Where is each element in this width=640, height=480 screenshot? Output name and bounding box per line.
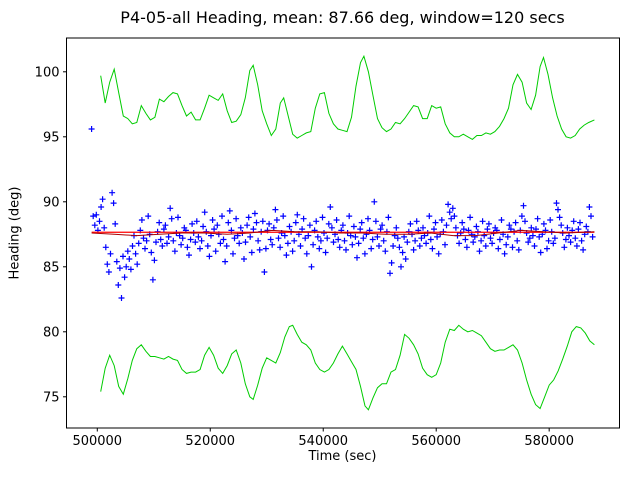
x-tick-label: 500000 xyxy=(72,434,122,449)
x-axis-label: Time (sec) xyxy=(308,449,377,464)
upper-envelope-line xyxy=(100,54,595,141)
y-tick-label: 75 xyxy=(43,390,60,405)
x-tick-label: 580000 xyxy=(524,434,574,449)
axes-group: 500000 520000 540000 560000 580000 75 80 85 90 95… xyxy=(35,37,620,449)
plot-border xyxy=(66,37,620,429)
series-group xyxy=(88,54,596,411)
x-tick-label: 520000 xyxy=(185,434,235,449)
y-tick-label: 95 xyxy=(43,130,60,145)
lower-envelope-line xyxy=(100,324,595,411)
x-tick-label: 560000 xyxy=(411,434,461,449)
chart-title: P4-05-all Heading, mean: 87.66 deg, wind… xyxy=(120,8,565,27)
y-tick-label: 100 xyxy=(35,65,60,80)
heading-scatter-markers xyxy=(88,126,596,301)
y-tick-label: 80 xyxy=(43,325,60,340)
x-tick-label: 540000 xyxy=(298,434,348,449)
y-tick-label: 85 xyxy=(43,260,60,275)
window-mean-line xyxy=(91,229,595,237)
y-tick-label: 90 xyxy=(43,195,60,210)
